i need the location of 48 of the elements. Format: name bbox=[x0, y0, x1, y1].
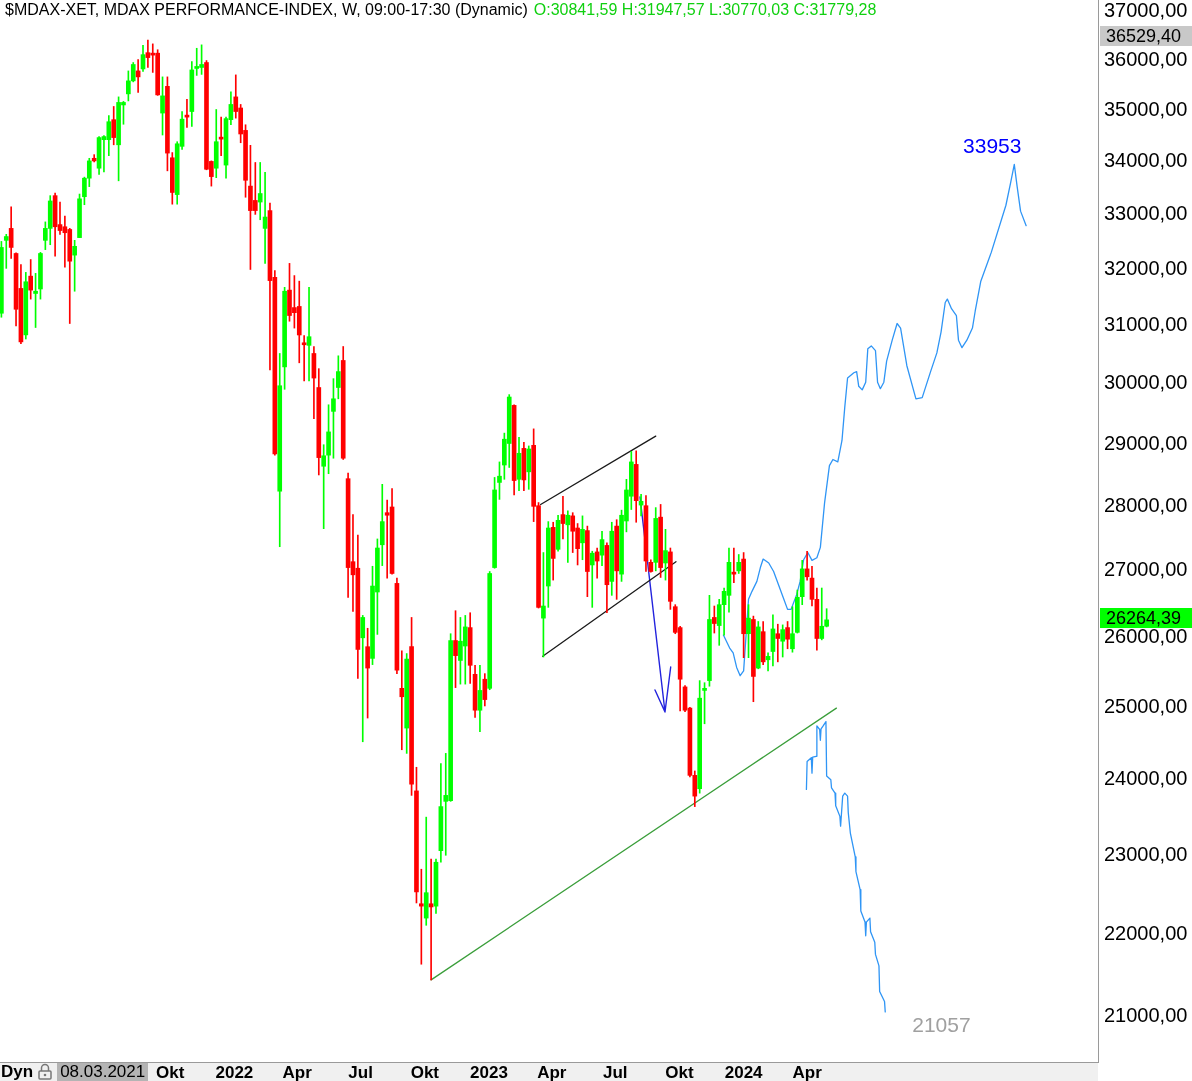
chart-title: $MDAX-XET, MDAX PERFORMANCE-INDEX, W, 09:00-17:30 (Dynamic) bbox=[5, 1, 528, 18]
annotation: 21057 bbox=[912, 1012, 971, 1036]
x-tick-label: Okt bbox=[665, 1062, 694, 1081]
x-tick-label: 2023 bbox=[470, 1062, 508, 1081]
x-tick-label: Apr bbox=[537, 1062, 567, 1081]
y-tick-label: 21000,00 bbox=[1104, 1004, 1188, 1027]
candlestick bbox=[423, 816, 429, 926]
chart-subtitle: O:30841,59 H:31947,57 L:30770,03 C:31779,28 bbox=[533, 1, 877, 18]
y-tick-label: 37000,00 bbox=[1104, 0, 1188, 22]
candlestick bbox=[399, 650, 405, 751]
x-tick-label: Jul bbox=[348, 1062, 373, 1081]
candlestick bbox=[775, 623, 781, 663]
x-tick-label: Apr bbox=[792, 1062, 823, 1081]
text: 26264,39 bbox=[1106, 608, 1182, 628]
candlestick bbox=[252, 162, 258, 215]
y-tick-label: 36000,00 bbox=[1104, 48, 1188, 71]
y-tick-label: 24000,00 bbox=[1104, 767, 1188, 790]
y-tick-label: 34000,00 bbox=[1104, 149, 1188, 172]
x-tick-label: Okt bbox=[156, 1062, 185, 1081]
text: 36529,40 bbox=[1106, 26, 1182, 46]
y-tick-label: 22000,00 bbox=[1104, 921, 1188, 944]
y-tick-label: 31000,00 bbox=[1104, 313, 1188, 336]
y-tick-label: 28000,00 bbox=[1104, 493, 1188, 516]
y-tick-label: 33000,00 bbox=[1104, 202, 1188, 225]
candlestick bbox=[819, 587, 825, 641]
candlestick bbox=[384, 499, 390, 579]
x-tick-label: 2024 bbox=[724, 1062, 764, 1081]
y-tick-label: 26000,00 bbox=[1104, 625, 1188, 648]
x-tick-label: Apr bbox=[282, 1062, 313, 1081]
annotation: 08.03.2021 bbox=[57, 1061, 149, 1081]
candlestick bbox=[62, 215, 68, 268]
y-tick-label: 29000,00 bbox=[1104, 431, 1188, 454]
y-tick-label: 27000,00 bbox=[1104, 558, 1188, 581]
candlestick bbox=[145, 39, 151, 68]
candlestick bbox=[301, 335, 307, 382]
y-tick-label: 23000,00 bbox=[1104, 842, 1188, 865]
candlestick bbox=[360, 615, 366, 743]
x-tick-label: Okt bbox=[410, 1062, 440, 1081]
y-tick-label: 35000,00 bbox=[1104, 98, 1188, 121]
y-tick-label: 30000,00 bbox=[1104, 371, 1188, 394]
candlestick bbox=[589, 550, 595, 608]
candlestick bbox=[306, 286, 312, 382]
y-tick-label: 32000,00 bbox=[1104, 256, 1188, 279]
y-tick-label: 25000,00 bbox=[1104, 694, 1188, 717]
x-tick-label: Jul bbox=[602, 1062, 628, 1081]
annotation: 33953 bbox=[963, 133, 1022, 157]
x-tick-label: 2022 bbox=[215, 1062, 254, 1081]
annotation: Dyn bbox=[1, 1061, 34, 1081]
